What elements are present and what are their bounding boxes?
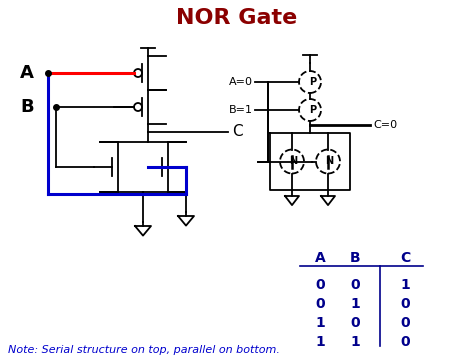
Text: 1: 1	[315, 316, 325, 330]
Text: C: C	[400, 251, 410, 265]
Text: C: C	[232, 125, 243, 140]
Text: 0: 0	[400, 297, 410, 311]
Text: 0: 0	[315, 297, 325, 311]
Text: 0: 0	[350, 316, 360, 330]
Text: B: B	[20, 98, 34, 116]
Text: 1: 1	[315, 335, 325, 349]
Text: P: P	[310, 77, 317, 87]
Text: Note: Serial structure on top, parallel on bottom.: Note: Serial structure on top, parallel …	[8, 345, 280, 355]
Text: 1: 1	[350, 335, 360, 349]
Text: 0: 0	[315, 278, 325, 292]
Text: A: A	[20, 64, 34, 82]
Text: N: N	[289, 157, 297, 167]
Text: 0: 0	[400, 316, 410, 330]
Text: A=0: A=0	[229, 77, 253, 87]
Text: P: P	[310, 105, 317, 115]
Text: B: B	[350, 251, 360, 265]
Text: N: N	[325, 157, 333, 167]
Text: NOR Gate: NOR Gate	[176, 8, 298, 28]
Text: A: A	[315, 251, 325, 265]
Text: 0: 0	[400, 335, 410, 349]
Text: 0: 0	[350, 278, 360, 292]
Text: C=0: C=0	[373, 120, 397, 130]
Text: 1: 1	[350, 297, 360, 311]
Text: 1: 1	[400, 278, 410, 292]
Text: B=1: B=1	[229, 105, 253, 115]
